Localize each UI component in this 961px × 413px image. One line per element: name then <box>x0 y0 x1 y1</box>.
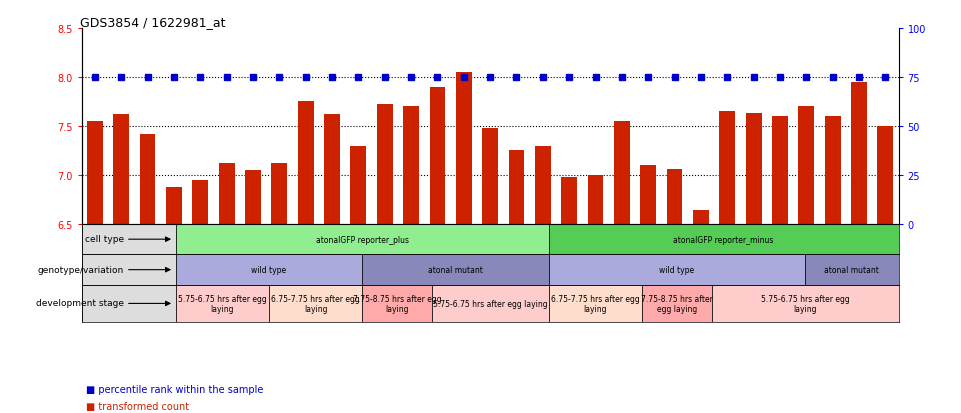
Bar <box>176 255 362 285</box>
Bar <box>176 285 269 322</box>
Bar <box>351 146 366 224</box>
Bar <box>772 117 788 224</box>
Bar <box>166 187 182 224</box>
Text: ■ transformed count: ■ transformed count <box>0 412 1 413</box>
Bar <box>482 128 498 224</box>
Bar <box>561 178 577 224</box>
Bar <box>192 180 209 224</box>
Bar <box>549 224 899 255</box>
Bar <box>877 127 894 224</box>
Bar <box>535 146 551 224</box>
Text: atonalGFP reporter_minus: atonalGFP reporter_minus <box>674 235 774 244</box>
Text: ■ percentile rank within the sample: ■ percentile rank within the sample <box>0 412 1 413</box>
Text: wild type: wild type <box>659 266 695 275</box>
Bar <box>430 88 445 224</box>
Text: 7.75-8.75 hrs after egg
laying: 7.75-8.75 hrs after egg laying <box>353 294 441 313</box>
Bar <box>720 112 735 224</box>
Bar <box>269 285 362 322</box>
Bar <box>587 176 604 224</box>
Text: 5.75-6.75 hrs after egg laying: 5.75-6.75 hrs after egg laying <box>433 299 548 308</box>
Text: 5.75-6.75 hrs after egg
laying: 5.75-6.75 hrs after egg laying <box>178 294 266 313</box>
Bar <box>805 255 899 285</box>
Bar <box>549 255 805 285</box>
Bar <box>667 170 682 224</box>
Bar <box>746 114 761 224</box>
Bar <box>640 166 656 224</box>
Text: wild type: wild type <box>252 266 286 275</box>
Bar <box>851 83 867 224</box>
Text: atonal mutant: atonal mutant <box>428 266 482 275</box>
Text: genotype/variation: genotype/variation <box>37 265 124 274</box>
Bar <box>139 135 156 224</box>
Bar <box>219 164 234 224</box>
Bar <box>456 73 472 224</box>
Bar <box>432 285 549 322</box>
Bar <box>362 285 432 322</box>
Text: 6.75-7.75 hrs after egg
laying: 6.75-7.75 hrs after egg laying <box>271 294 360 313</box>
Text: 6.75-7.75 hrs after egg
laying: 6.75-7.75 hrs after egg laying <box>551 294 640 313</box>
Bar <box>825 117 841 224</box>
Text: ■ percentile rank within the sample: ■ percentile rank within the sample <box>86 385 264 394</box>
Bar <box>113 115 129 224</box>
Bar <box>693 211 709 224</box>
Bar <box>86 122 103 224</box>
Bar <box>362 255 549 285</box>
Bar <box>404 107 419 224</box>
Bar <box>549 285 642 322</box>
Bar <box>176 224 549 255</box>
Bar <box>614 122 629 224</box>
Bar <box>82 255 176 285</box>
Text: GDS3854 / 1622981_at: GDS3854 / 1622981_at <box>80 16 226 29</box>
Bar <box>82 285 176 322</box>
Text: atonalGFP reporter_plus: atonalGFP reporter_plus <box>315 235 408 244</box>
Text: 5.75-6.75 hrs after egg
laying: 5.75-6.75 hrs after egg laying <box>761 294 850 313</box>
Bar <box>324 115 340 224</box>
Bar <box>377 105 393 224</box>
Bar <box>712 285 899 322</box>
Text: ■ transformed count: ■ transformed count <box>86 401 189 411</box>
Text: development stage: development stage <box>36 299 124 307</box>
Text: cell type: cell type <box>85 235 124 244</box>
Bar <box>271 164 287 224</box>
Bar <box>245 171 260 224</box>
Bar <box>82 224 176 255</box>
Bar <box>508 151 525 224</box>
Bar <box>799 107 814 224</box>
Text: 7.75-8.75 hrs after
egg laying: 7.75-8.75 hrs after egg laying <box>641 294 713 313</box>
Bar <box>298 102 313 224</box>
Bar <box>642 285 712 322</box>
Text: ■ transformed count: ■ transformed count <box>0 412 1 413</box>
Text: atonal mutant: atonal mutant <box>825 266 879 275</box>
